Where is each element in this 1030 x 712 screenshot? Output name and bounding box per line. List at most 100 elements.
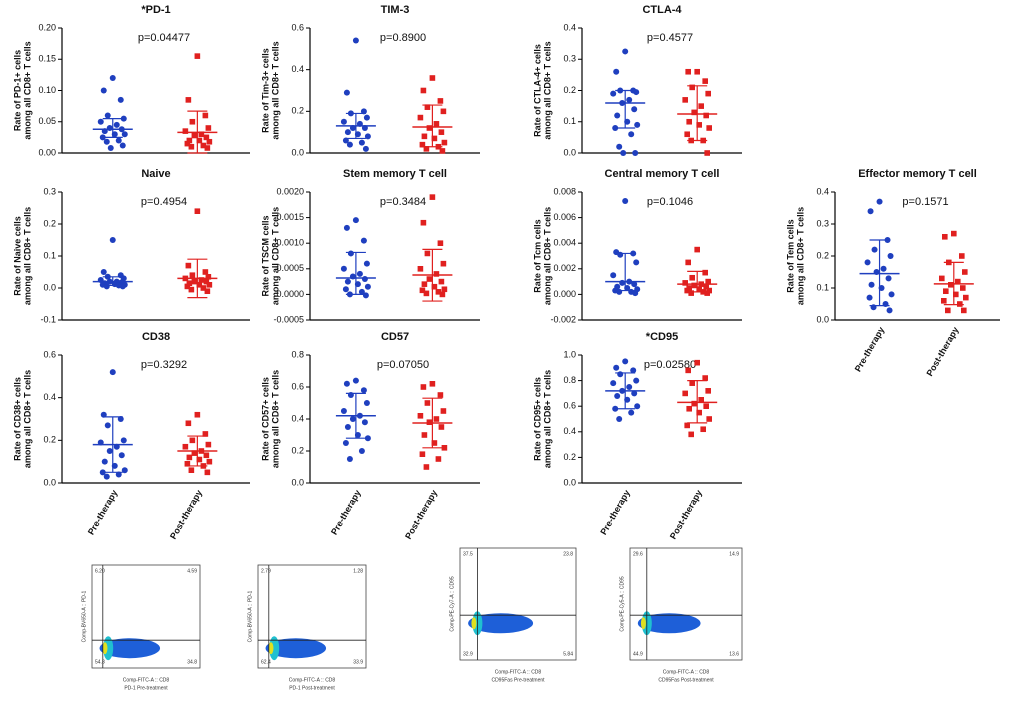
y-tick-label: 0.002 [553, 263, 576, 273]
data-point [424, 104, 431, 110]
data-point [696, 122, 702, 128]
quadrant-value: 2.79 [261, 568, 271, 574]
quadrant-value: 4.59 [187, 568, 197, 574]
data-point [205, 274, 212, 280]
data-point [121, 131, 128, 138]
cell-density [99, 638, 161, 659]
y-tick-label: 0.8 [563, 375, 576, 385]
data-point [203, 452, 210, 459]
data-point [206, 282, 213, 288]
data-point [704, 150, 710, 156]
data-point [440, 260, 447, 267]
data-point [441, 139, 448, 146]
data-point [340, 118, 347, 125]
p-value: p=0.02580 [644, 359, 696, 371]
data-point [203, 134, 210, 141]
data-point [689, 380, 695, 386]
data-point [186, 280, 193, 286]
y-tick-label: 0.4 [563, 22, 576, 32]
y-axis-label: Rate of CTLA-4+ cells [532, 44, 542, 137]
cell-density [268, 642, 274, 655]
data-point [109, 369, 116, 376]
data-point [106, 448, 113, 454]
data-point [685, 259, 691, 266]
quadrant-value: 37.5 [463, 551, 473, 557]
data-point [960, 285, 966, 291]
data-point [360, 387, 367, 394]
flow-y-label: Comp-BV650-A :: PD-1 [247, 590, 253, 642]
data-point [103, 283, 110, 290]
data-point [347, 250, 354, 257]
y-tick-label: 0.6 [43, 349, 56, 359]
data-point [705, 278, 711, 285]
data-point [119, 142, 126, 149]
y-tick-label: 0.1 [43, 250, 56, 260]
quadrant-value: 29.6 [633, 551, 643, 557]
data-point [441, 286, 448, 293]
y-tick-label: 0.1 [816, 282, 829, 292]
p-value: p=0.04477 [138, 32, 190, 44]
data-point [614, 112, 621, 119]
data-point [631, 390, 638, 397]
data-point [202, 112, 209, 119]
data-point [107, 145, 114, 151]
data-point [888, 291, 895, 298]
y-axis-label: among all CD8+ T cells [270, 207, 280, 305]
flow-title: PD-1 Post-treatment [289, 685, 335, 691]
data-point [340, 265, 347, 272]
data-point [691, 282, 697, 289]
y-tick-label: 0.1 [563, 116, 576, 126]
data-point [426, 419, 433, 425]
data-point [186, 454, 193, 461]
y-tick-label: 0.20 [38, 22, 56, 32]
data-point [684, 131, 690, 138]
quadrant-value: 6.20 [95, 568, 105, 574]
data-point [344, 278, 351, 285]
x-tick-label: Post-therapy [403, 488, 439, 541]
data-point [184, 461, 191, 467]
data-point [866, 294, 873, 301]
data-point [620, 150, 627, 156]
y-tick-label: 0.0 [43, 477, 56, 487]
y-tick-label: 0.6 [291, 381, 304, 391]
data-point [196, 282, 203, 288]
data-point [684, 287, 690, 294]
y-tick-label: 0.006 [553, 212, 576, 222]
y-tick-label: 0.8 [291, 349, 304, 359]
data-point [700, 426, 706, 433]
y-axis-label: Rate of Tim-3+ cells [260, 48, 270, 133]
data-point [631, 106, 638, 113]
data-point [189, 272, 196, 278]
y-tick-label: 0.4 [291, 64, 304, 74]
y-tick-label: 0.05 [38, 116, 56, 126]
y-tick-label: 0.3 [816, 218, 829, 228]
data-point [356, 270, 363, 277]
data-point [868, 281, 875, 288]
data-point [959, 253, 965, 259]
flow-frame [459, 547, 577, 661]
data-point [186, 137, 193, 144]
x-tick-label: Post-therapy [168, 488, 204, 541]
data-point [352, 37, 359, 44]
quadrant-value: 32.9 [463, 651, 473, 657]
data-point [363, 114, 370, 121]
data-point [206, 458, 213, 465]
data-point [945, 307, 951, 314]
data-point [706, 125, 712, 131]
data-point [616, 416, 623, 422]
y-tick-label: 0.2 [816, 250, 829, 260]
y-axis-label: Rate of CD57+ cells [260, 377, 270, 461]
flow-title: CD95Fas Pre-treatment [491, 677, 545, 683]
data-point [358, 139, 365, 146]
data-point [426, 125, 433, 131]
cell-density [640, 617, 646, 630]
y-tick-label: 0.0020 [276, 186, 304, 196]
data-point [362, 145, 369, 152]
data-point [100, 269, 107, 275]
data-point [631, 281, 638, 288]
data-point [626, 96, 633, 103]
chart-title: CD38 [142, 331, 170, 343]
data-point [953, 291, 959, 298]
